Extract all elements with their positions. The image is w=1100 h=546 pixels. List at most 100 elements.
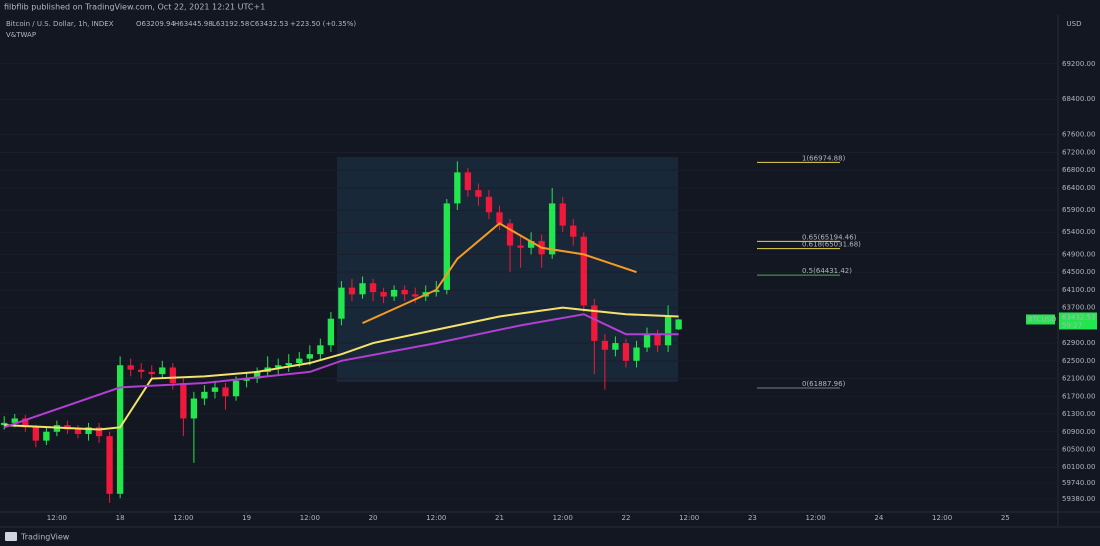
- candle-body: [211, 387, 219, 392]
- candle-body: [664, 316, 672, 346]
- candle-body: [443, 203, 450, 290]
- candle-body: [253, 371, 261, 379]
- y-tick-label: 65900.00: [1062, 206, 1095, 214]
- y-tick-label: 67600.00: [1062, 131, 1095, 139]
- candle-body: [275, 365, 282, 368]
- candle-body: [306, 354, 313, 359]
- candle-body: [601, 340, 609, 350]
- candle-body: [654, 334, 661, 346]
- candle-body: [222, 387, 229, 397]
- x-tick-label: 12:00: [300, 514, 320, 522]
- candle-body: [412, 294, 419, 297]
- y-tick-label: 69200.00: [1062, 60, 1095, 68]
- candle-body: [527, 241, 535, 248]
- candle-body: [559, 203, 566, 226]
- x-tick-label: 18: [116, 514, 125, 522]
- x-tick-label: 24: [874, 514, 883, 522]
- candle-body: [369, 283, 377, 293]
- x-tick-label: 22: [621, 514, 630, 522]
- candle-body: [549, 203, 556, 255]
- x-tick-label: 25: [1001, 514, 1010, 522]
- y-tick-label: 66800.00: [1062, 166, 1095, 174]
- candle-body: [622, 343, 630, 361]
- candle-body: [348, 287, 356, 295]
- candle-body: [1, 422, 8, 426]
- candle-body: [517, 245, 524, 248]
- candle-body: [285, 363, 292, 366]
- brand: TradingView: [20, 533, 70, 542]
- candle-body: [22, 418, 29, 428]
- candle-body: [338, 287, 345, 319]
- candle-body: [570, 225, 577, 237]
- y-tick-label: 60100.00: [1062, 463, 1095, 471]
- fib-label: 0.618(65031.68): [802, 241, 861, 249]
- y-tick-label: 62500.00: [1062, 357, 1095, 365]
- y-tick-label: 67200.00: [1062, 148, 1095, 156]
- symbol-line: Bitcoin / U.S. Dollar, 1h, INDEX: [6, 20, 114, 28]
- candle-body: [159, 367, 166, 375]
- volume-profile-box: [337, 157, 678, 382]
- y-tick-label: 65400.00: [1062, 228, 1095, 236]
- published-note: filbflib published on TradingView.com, O…: [4, 3, 265, 12]
- y-tick-label: 66400.00: [1062, 184, 1095, 192]
- candle-body: [317, 345, 324, 355]
- candle-body: [201, 391, 208, 399]
- y-tick-label: 61300.00: [1062, 410, 1095, 418]
- candle-body: [580, 236, 587, 306]
- candle-body: [390, 289, 398, 297]
- price-badge: [1059, 312, 1097, 330]
- x-tick-label: 20: [369, 514, 378, 522]
- badge-timer: 59:27: [1062, 321, 1082, 329]
- candle-body: [43, 431, 50, 441]
- candle-body: [380, 292, 387, 297]
- y-tick-label: 59380.00: [1062, 495, 1095, 503]
- y-tick-label: 59740.00: [1062, 479, 1095, 487]
- x-tick-label: 23: [748, 514, 757, 522]
- x-tick-label: 12:00: [806, 514, 826, 522]
- fib-label: 1(66974.88): [802, 154, 846, 162]
- candle-body: [138, 369, 145, 372]
- candle-body: [485, 196, 493, 213]
- candle-body: [433, 289, 440, 293]
- y-tick-label: 61700.00: [1062, 392, 1095, 400]
- candle-body: [243, 378, 250, 381]
- y-tick-label: 60900.00: [1062, 428, 1095, 436]
- ohlc-value: C63432.53: [250, 20, 288, 28]
- x-tick-label: 12:00: [932, 514, 952, 522]
- candle-body: [327, 318, 335, 346]
- y-tick-label: 68400.00: [1062, 95, 1095, 103]
- y-axis-label: USD: [1067, 20, 1082, 28]
- ohlc-value: H63445.98: [174, 20, 213, 28]
- indicator-line: [362, 222, 637, 325]
- x-tick-label: 12:00: [426, 514, 446, 522]
- x-tick-label: 21: [495, 514, 504, 522]
- candle-body: [148, 371, 155, 375]
- candle-body: [675, 319, 682, 330]
- fib-label: 0.5(64431.42): [802, 267, 852, 275]
- badge-symbol: BTCUSD: [1028, 315, 1057, 323]
- symbol-badge: [1026, 314, 1055, 325]
- candle-body: [116, 365, 124, 494]
- y-tick-label: 63700.00: [1062, 304, 1095, 312]
- candle-body: [11, 418, 18, 423]
- candle-body: [643, 334, 651, 348]
- candle-body: [612, 343, 619, 350]
- candle-body: [506, 223, 514, 246]
- candle-body: [190, 398, 198, 419]
- ohlc-value: L63192.58: [212, 20, 249, 28]
- ohlc-value: +223.50 (+0.35%): [290, 20, 356, 28]
- y-tick-label: 62100.00: [1062, 375, 1095, 383]
- candle-body: [32, 427, 39, 441]
- x-tick-label: 12:00: [47, 514, 67, 522]
- badge-price: 63432.53: [1062, 313, 1095, 321]
- candle-body: [296, 358, 303, 364]
- candle-body: [633, 347, 640, 361]
- candle-body: [106, 436, 113, 494]
- indicator-line: [3, 313, 679, 429]
- candle-body: [95, 427, 103, 437]
- y-tick-label: 64900.00: [1062, 250, 1095, 258]
- candle-body: [475, 190, 482, 197]
- y-tick-label: 64500.00: [1062, 268, 1095, 276]
- x-tick-label: 12:00: [173, 514, 193, 522]
